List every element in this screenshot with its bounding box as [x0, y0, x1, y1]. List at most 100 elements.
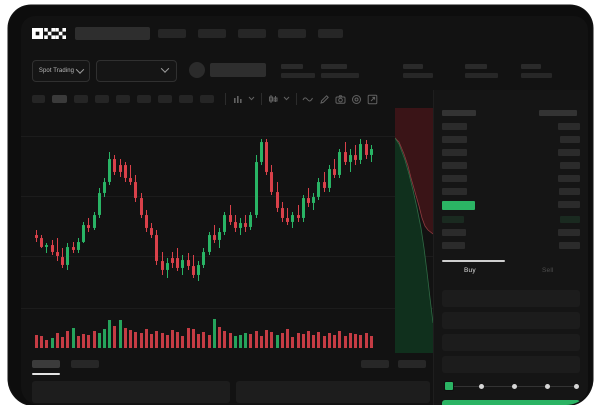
- orderbook-bid-row-amount[interactable]: [559, 242, 580, 249]
- snapshot-camera-icon[interactable]: [335, 94, 346, 105]
- global-search-input[interactable]: [75, 27, 150, 40]
- timeframe-1w[interactable]: [179, 95, 193, 103]
- candlestick: [359, 108, 363, 308]
- bottom-tab-open-orders[interactable]: [32, 360, 60, 368]
- order-total-field[interactable]: [442, 334, 580, 351]
- nav-item-2[interactable]: [198, 29, 226, 38]
- tab-buy[interactable]: Buy: [464, 267, 476, 274]
- chart-settings-gear-icon[interactable]: [351, 94, 362, 105]
- bottom-tab-bar: [21, 353, 433, 379]
- candlestick: [176, 108, 180, 308]
- candlestick: [113, 108, 117, 308]
- orderbook-bid-row-amount[interactable]: [558, 229, 580, 236]
- volume-bar: [343, 335, 347, 348]
- market-ticker-bar: Spot Trading: [21, 52, 588, 90]
- orderbook-bid-row-amount[interactable]: [560, 216, 580, 223]
- timeframe-1h[interactable]: [116, 95, 130, 103]
- order-price-field[interactable]: [442, 290, 580, 307]
- chart-type-icon[interactable]: [268, 94, 278, 104]
- volume-bar: [327, 333, 331, 348]
- order-extra-field[interactable]: [442, 356, 580, 373]
- orderbook-ask-row-amount[interactable]: [558, 149, 580, 156]
- chevron-down-icon: [75, 65, 85, 74]
- indicators-icon[interactable]: [233, 94, 244, 104]
- orderbook-ask-row-price[interactable]: [442, 175, 467, 182]
- orderbook-ask-row-amount[interactable]: [559, 188, 580, 195]
- candle-body: [239, 223, 243, 229]
- bottom-tab-order-history[interactable]: [71, 360, 99, 368]
- candlestick: [233, 108, 237, 308]
- orderbook-ask-row-price[interactable]: [442, 136, 467, 143]
- price-chart[interactable]: [21, 108, 433, 353]
- place-buy-order-button[interactable]: [442, 400, 580, 405]
- slider-stop-100[interactable]: [574, 383, 579, 389]
- line-study-icon[interactable]: [302, 94, 314, 104]
- slider-handle[interactable]: [444, 381, 454, 391]
- nav-item-5[interactable]: [318, 29, 343, 38]
- volume-bar: [92, 331, 96, 348]
- chart-type-dropdown-icon[interactable]: [283, 96, 290, 101]
- candle-wick: [46, 243, 48, 254]
- candle-body: [108, 158, 112, 182]
- candle-body: [265, 141, 269, 172]
- candle-body: [197, 264, 201, 275]
- candle-body: [317, 181, 321, 197]
- nav-item-1[interactable]: [158, 29, 186, 38]
- orderbook-ask-row-amount[interactable]: [560, 136, 580, 143]
- orderbook-ask-row-amount[interactable]: [558, 123, 580, 130]
- candlestick: [160, 108, 164, 308]
- volume-bar: [359, 335, 363, 348]
- bottom-action-1[interactable]: [361, 360, 389, 368]
- orderbook-ask-row-price[interactable]: [442, 162, 467, 169]
- bottom-action-2[interactable]: [398, 360, 426, 368]
- orderbook-bid-row-price[interactable]: [442, 216, 464, 223]
- volume-series: [21, 312, 433, 350]
- drawing-pencil-icon[interactable]: [319, 94, 330, 105]
- candlestick: [165, 108, 169, 308]
- slider-stop-25[interactable]: [479, 383, 484, 389]
- volume-bar: [35, 334, 39, 348]
- timeframe-1d[interactable]: [158, 95, 172, 103]
- timeframe-30m[interactable]: [95, 95, 109, 103]
- nav-item-3[interactable]: [238, 29, 266, 38]
- candlestick: [291, 108, 295, 308]
- indicators-dropdown-icon[interactable]: [248, 96, 255, 101]
- volume-bar: [181, 336, 185, 348]
- fullscreen-icon[interactable]: [367, 94, 378, 105]
- candlestick: [307, 108, 311, 308]
- timeframe-1m[interactable]: [32, 95, 45, 103]
- orderbook-ask-row-amount[interactable]: [560, 162, 580, 169]
- orderbook-ask-row-price[interactable]: [442, 149, 467, 156]
- slider-stop-75[interactable]: [545, 383, 550, 389]
- candle-body: [103, 181, 107, 194]
- volume-bar: [144, 328, 148, 348]
- candle-body: [233, 221, 237, 229]
- timeframe-5m[interactable]: [52, 95, 67, 103]
- candlestick: [66, 108, 70, 308]
- trading-pair-dropdown[interactable]: [96, 60, 177, 82]
- orderbook-bid-row-price[interactable]: [442, 242, 465, 249]
- volume-bar: [40, 335, 44, 348]
- orderbook-ask-row-price[interactable]: [442, 188, 467, 195]
- volume-bar: [333, 334, 337, 348]
- market-type-dropdown[interactable]: Spot Trading: [32, 60, 90, 82]
- order-amount-percent-slider[interactable]: [444, 381, 579, 391]
- nav-item-4[interactable]: [278, 29, 306, 38]
- candle-body: [327, 168, 331, 189]
- timeframe-15m[interactable]: [74, 95, 88, 103]
- volume-bar: [76, 336, 80, 348]
- order-book-and-form-panel: Buy Sell: [433, 90, 588, 405]
- candlestick: [97, 108, 101, 308]
- timeframe-1mo[interactable]: [200, 95, 214, 103]
- order-amount-field[interactable]: [442, 312, 580, 329]
- tab-sell[interactable]: Sell: [542, 267, 554, 274]
- timeframe-4h[interactable]: [137, 95, 151, 103]
- orderbook-ask-row-price[interactable]: [442, 123, 467, 130]
- chart-gridline: [21, 196, 433, 197]
- bottom-panel-left[interactable]: [32, 381, 230, 403]
- orderbook-ask-row-amount[interactable]: [558, 175, 580, 182]
- orderbook-bid-row-price[interactable]: [442, 229, 466, 236]
- okx-logo-icon[interactable]: [32, 28, 66, 39]
- slider-stop-50[interactable]: [512, 383, 517, 389]
- bottom-panel-right[interactable]: [236, 381, 430, 403]
